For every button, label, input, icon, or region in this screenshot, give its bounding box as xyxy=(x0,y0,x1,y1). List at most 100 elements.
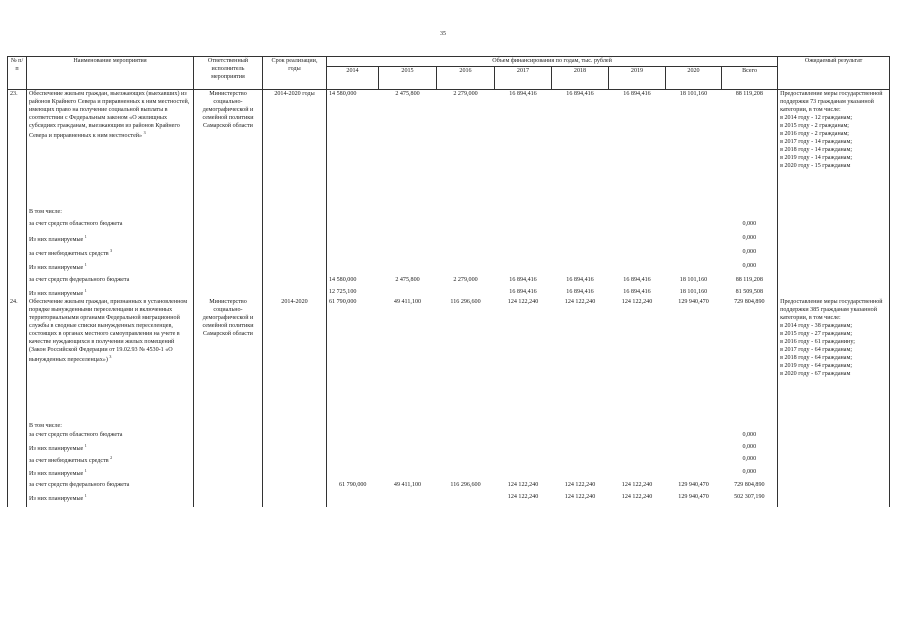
table-row: Из них планируемые 1 124 122,240 124 122… xyxy=(7,492,890,507)
subrow-label: за счет средств федерального бюджета xyxy=(26,275,194,288)
header-result: Ожидаемый результат xyxy=(777,56,891,90)
subrow-label: Из них планируемые 1 xyxy=(26,467,194,481)
subrow-label: Из них планируемые 1 xyxy=(26,492,194,507)
item-executor: Министерство социально-демографической и… xyxy=(193,89,263,208)
value-cell: 124 122,240 xyxy=(621,481,653,488)
value-cell: 124 122,240 xyxy=(564,481,596,488)
value-cell: 88 119,208 xyxy=(735,276,763,283)
header-year: 2018 xyxy=(551,66,609,90)
value-cell: 116 296,600 xyxy=(450,298,481,305)
value-cell: 16 894,416 xyxy=(551,89,609,208)
table-row: за счет средств федерального бюджета 14 … xyxy=(7,275,890,288)
value-cell: 0,000 xyxy=(742,443,757,450)
subrow-label: Из них планируемые 1 xyxy=(26,261,194,276)
header-year: 2015 xyxy=(378,66,437,90)
value-cell: 14 580,000 xyxy=(326,89,379,208)
value-cell: 0,000 xyxy=(742,220,757,227)
value-cell: 61 790,000 xyxy=(329,298,357,305)
header-year: 2017 xyxy=(494,66,552,90)
value-cell: 0,000 xyxy=(742,234,757,241)
table-row: за счет внебюджетных средств 3 0,000 xyxy=(7,247,890,262)
value-cell: 124 122,240 xyxy=(564,298,596,305)
subrow-label: Из них планируемые 1 xyxy=(26,442,194,455)
header-num: № п/п xyxy=(7,56,27,90)
item-period: 2014-2020 xyxy=(262,297,327,422)
value-cell: 0,000 xyxy=(742,455,757,462)
header-total: Всего xyxy=(720,66,779,90)
item-executor: Министерство социально-демографической и… xyxy=(193,297,263,422)
header-year: 2020 xyxy=(665,66,722,90)
value-cell: 116 296,600 xyxy=(450,481,481,488)
value-cell: 16 894,416 xyxy=(494,89,552,208)
page-number: 35 xyxy=(440,31,446,37)
table-row: 23. Обеспечение жильем граждан, выезжающ… xyxy=(7,88,891,298)
value-cell: 124 122,240 xyxy=(507,481,539,488)
value-cell: 12 725,100 xyxy=(329,288,357,295)
subrow-label: за счет внебюджетных средств 2 xyxy=(26,454,194,468)
value-cell: 16 894,416 xyxy=(623,276,651,283)
value-cell: 16 894,416 xyxy=(566,288,594,295)
table-row: В том числе: xyxy=(7,421,890,431)
value-cell: 0,000 xyxy=(742,468,757,475)
value-cell: 88 119,208 xyxy=(721,89,778,208)
value-cell: 2 279,000 xyxy=(436,89,495,208)
item-name: Обеспечение жильем граждан, признанных в… xyxy=(26,297,194,422)
value-cell: 2 279,000 xyxy=(453,276,478,283)
value-cell: 18 101,160 xyxy=(679,288,708,295)
value-cell: 129 940,470 xyxy=(678,298,709,305)
table-row: В том числе: xyxy=(7,207,890,220)
table-row: за счет средств областного бюджета 0,000 xyxy=(7,219,890,234)
subrow-label: за счет средств федерального бюджета xyxy=(26,480,194,493)
value-cell: 124 122,240 xyxy=(507,298,539,305)
value-cell: 49 411,100 xyxy=(393,481,422,488)
value-cell: 18 101,160 xyxy=(679,276,708,283)
value-cell: 124 122,240 xyxy=(507,493,539,500)
value-cell: 729 804,890 xyxy=(734,481,765,488)
value-cell: 14 580,000 xyxy=(329,276,357,283)
value-cell: 0,000 xyxy=(742,262,757,269)
value-cell: 2 475,800 xyxy=(378,89,437,208)
item-period: 2014-2020 годы xyxy=(262,89,327,208)
table-row: Из них планируемые 1 12 725,100 16 894,4… xyxy=(7,287,890,298)
value-cell: 18 101,160 xyxy=(665,89,722,208)
header-funding: Объем финансирования по годам, тыс. рубл… xyxy=(325,56,779,67)
subrow-label: Из них планируемые 1 xyxy=(26,233,194,248)
value-cell: 129 940,470 xyxy=(678,493,709,500)
header-year: 2016 xyxy=(436,66,495,90)
value-cell: 729 804,890 xyxy=(734,298,765,305)
subrow-label: за счет внебюджетных средств 3 xyxy=(26,247,194,262)
value-cell: 16 894,416 xyxy=(623,288,651,295)
value-cell: 2 475,800 xyxy=(395,276,420,283)
funding-table: № п/п Наименование мероприятия Ответстве… xyxy=(7,56,891,507)
table-row: за счет внебюджетных средств 2 0,000 xyxy=(7,454,890,468)
table-row: Из них планируемые 1 0,000 xyxy=(7,442,890,455)
header-year: 2014 xyxy=(326,66,379,90)
table-row: Из них планируемые 1 0,000 xyxy=(7,261,890,276)
table-row: за счет средств федерального бюджета 61 … xyxy=(7,480,890,493)
subrow-label: за счет средств областного бюджета xyxy=(26,219,194,234)
item-number: 23. xyxy=(7,89,27,208)
subrow-label: Из них планируемые 1 xyxy=(26,287,194,298)
value-cell: 0,000 xyxy=(742,431,757,438)
header-year: 2019 xyxy=(608,66,666,90)
item-number: 24. xyxy=(7,297,27,422)
value-cell: 502 307,190 xyxy=(734,493,765,500)
value-cell: 16 894,416 xyxy=(509,276,537,283)
value-cell: 129 940,470 xyxy=(678,481,709,488)
header-name: Наименование мероприятия xyxy=(26,56,194,90)
expected-result: Предоставление меры государственной подд… xyxy=(777,297,891,507)
header-executor: Ответственный исполнитель мероприятия xyxy=(193,56,263,90)
value-cell: 124 122,240 xyxy=(621,298,653,305)
table-row: за счет средств областного бюджета 0,000 xyxy=(7,430,890,443)
subrow-label: В том числе: xyxy=(26,421,194,431)
item-name: Обеспечение жильем граждан, выезжающих (… xyxy=(26,89,194,208)
table-row: 24. Обеспечение жильем граждан, признанн… xyxy=(7,297,891,507)
subrow-label: за счет средств областного бюджета xyxy=(26,430,194,443)
value-cell: 49 411,100 xyxy=(393,298,422,305)
value-cell: 124 122,240 xyxy=(564,493,596,500)
value-cell: 124 122,240 xyxy=(621,493,653,500)
table-row: Из них планируемые 1 0,000 xyxy=(7,467,890,481)
value-cell: 16 894,416 xyxy=(566,276,594,283)
value-cell: 16 894,416 xyxy=(509,288,537,295)
header-period: Срок реализации, годы xyxy=(262,56,327,90)
